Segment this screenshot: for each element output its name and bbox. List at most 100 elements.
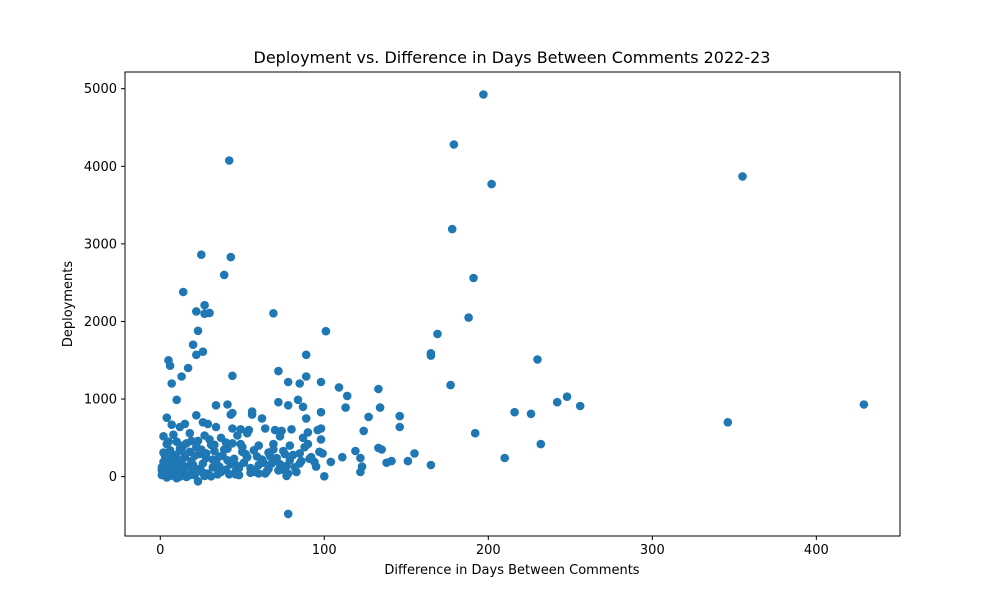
data-point [510,407,519,417]
data-point [433,329,442,339]
data-point [351,446,360,456]
data-point [223,456,232,465]
data-point [295,449,305,458]
data-point [287,425,296,434]
data-point [526,409,536,419]
data-point [470,428,480,438]
y-tick-label: 0 [109,470,117,485]
data-point [342,391,352,401]
data-point [356,453,365,463]
data-point [859,400,869,409]
data-point [338,452,347,462]
data-point [282,471,291,481]
data-point [169,430,178,440]
data-point [233,431,242,440]
data-point [252,452,262,461]
data-point [162,473,172,482]
data-point [226,252,236,262]
data-point [275,459,285,469]
data-point [172,437,181,447]
data-point [382,458,391,468]
x-tick-label: 300 [640,543,665,558]
data-point [426,351,436,360]
data-point [167,420,176,430]
data-point [464,313,473,322]
x-axis-ticks: 0 100 200 300 400 [156,536,829,558]
data-point [219,445,229,454]
data-point [228,408,237,418]
plot-area-frame [124,71,901,537]
data-point [192,307,201,316]
y-tick-label: 1000 [84,393,117,408]
y-tick-label: 4000 [84,160,117,175]
data-point [293,395,303,405]
data-point [283,509,293,519]
data-point [203,419,213,429]
data-point [192,442,201,452]
data-point [164,437,173,447]
scatter-points [157,90,869,519]
data-point [364,412,373,422]
y-tick-label: 5000 [84,82,117,97]
data-point [500,453,510,463]
data-point [195,449,204,459]
data-point [228,424,237,433]
data-point [283,401,293,410]
data-point [224,156,234,165]
data-point [295,379,305,388]
data-point [301,372,311,381]
data-point [479,90,488,99]
data-point [274,397,283,407]
data-point [316,407,326,417]
data-point [303,439,313,449]
data-point [377,445,387,454]
data-point [198,347,208,357]
x-axis-label: Difference in Days Between Comments [384,563,639,578]
data-point [192,411,201,420]
data-point [356,467,365,477]
data-point [260,424,270,433]
data-point [275,432,285,441]
data-point [198,468,208,478]
data-point [228,371,237,381]
data-point [316,435,326,444]
data-point [265,452,275,461]
data-point [410,449,419,458]
data-point [223,400,232,409]
data-point [341,403,350,412]
data-point [269,445,278,454]
data-point [246,463,255,473]
data-point [395,411,405,421]
data-point [197,250,206,259]
data-point [185,428,195,438]
data-point [426,460,436,470]
data-point [738,172,747,181]
data-point [167,379,176,388]
data-point [210,446,219,456]
data-point [316,424,326,433]
data-point [285,441,295,450]
data-point [326,457,336,467]
data-point [165,361,175,371]
data-point [159,432,168,441]
data-point [375,403,385,412]
data-point [288,450,298,460]
chart-title: Deployment vs. Difference in Days Betwee… [254,48,771,67]
data-point [201,449,211,458]
data-point [283,377,293,387]
data-point [172,453,181,463]
data-point [160,460,170,470]
data-point [211,422,221,432]
data-point [449,140,459,149]
data-point [270,425,280,435]
data-point [447,224,457,234]
data-point [180,463,190,473]
data-point [487,179,496,189]
data-point [178,287,188,297]
data-point [211,401,221,410]
data-point [192,350,201,360]
data-point [224,470,234,479]
data-point [193,326,203,336]
data-point [177,446,186,456]
